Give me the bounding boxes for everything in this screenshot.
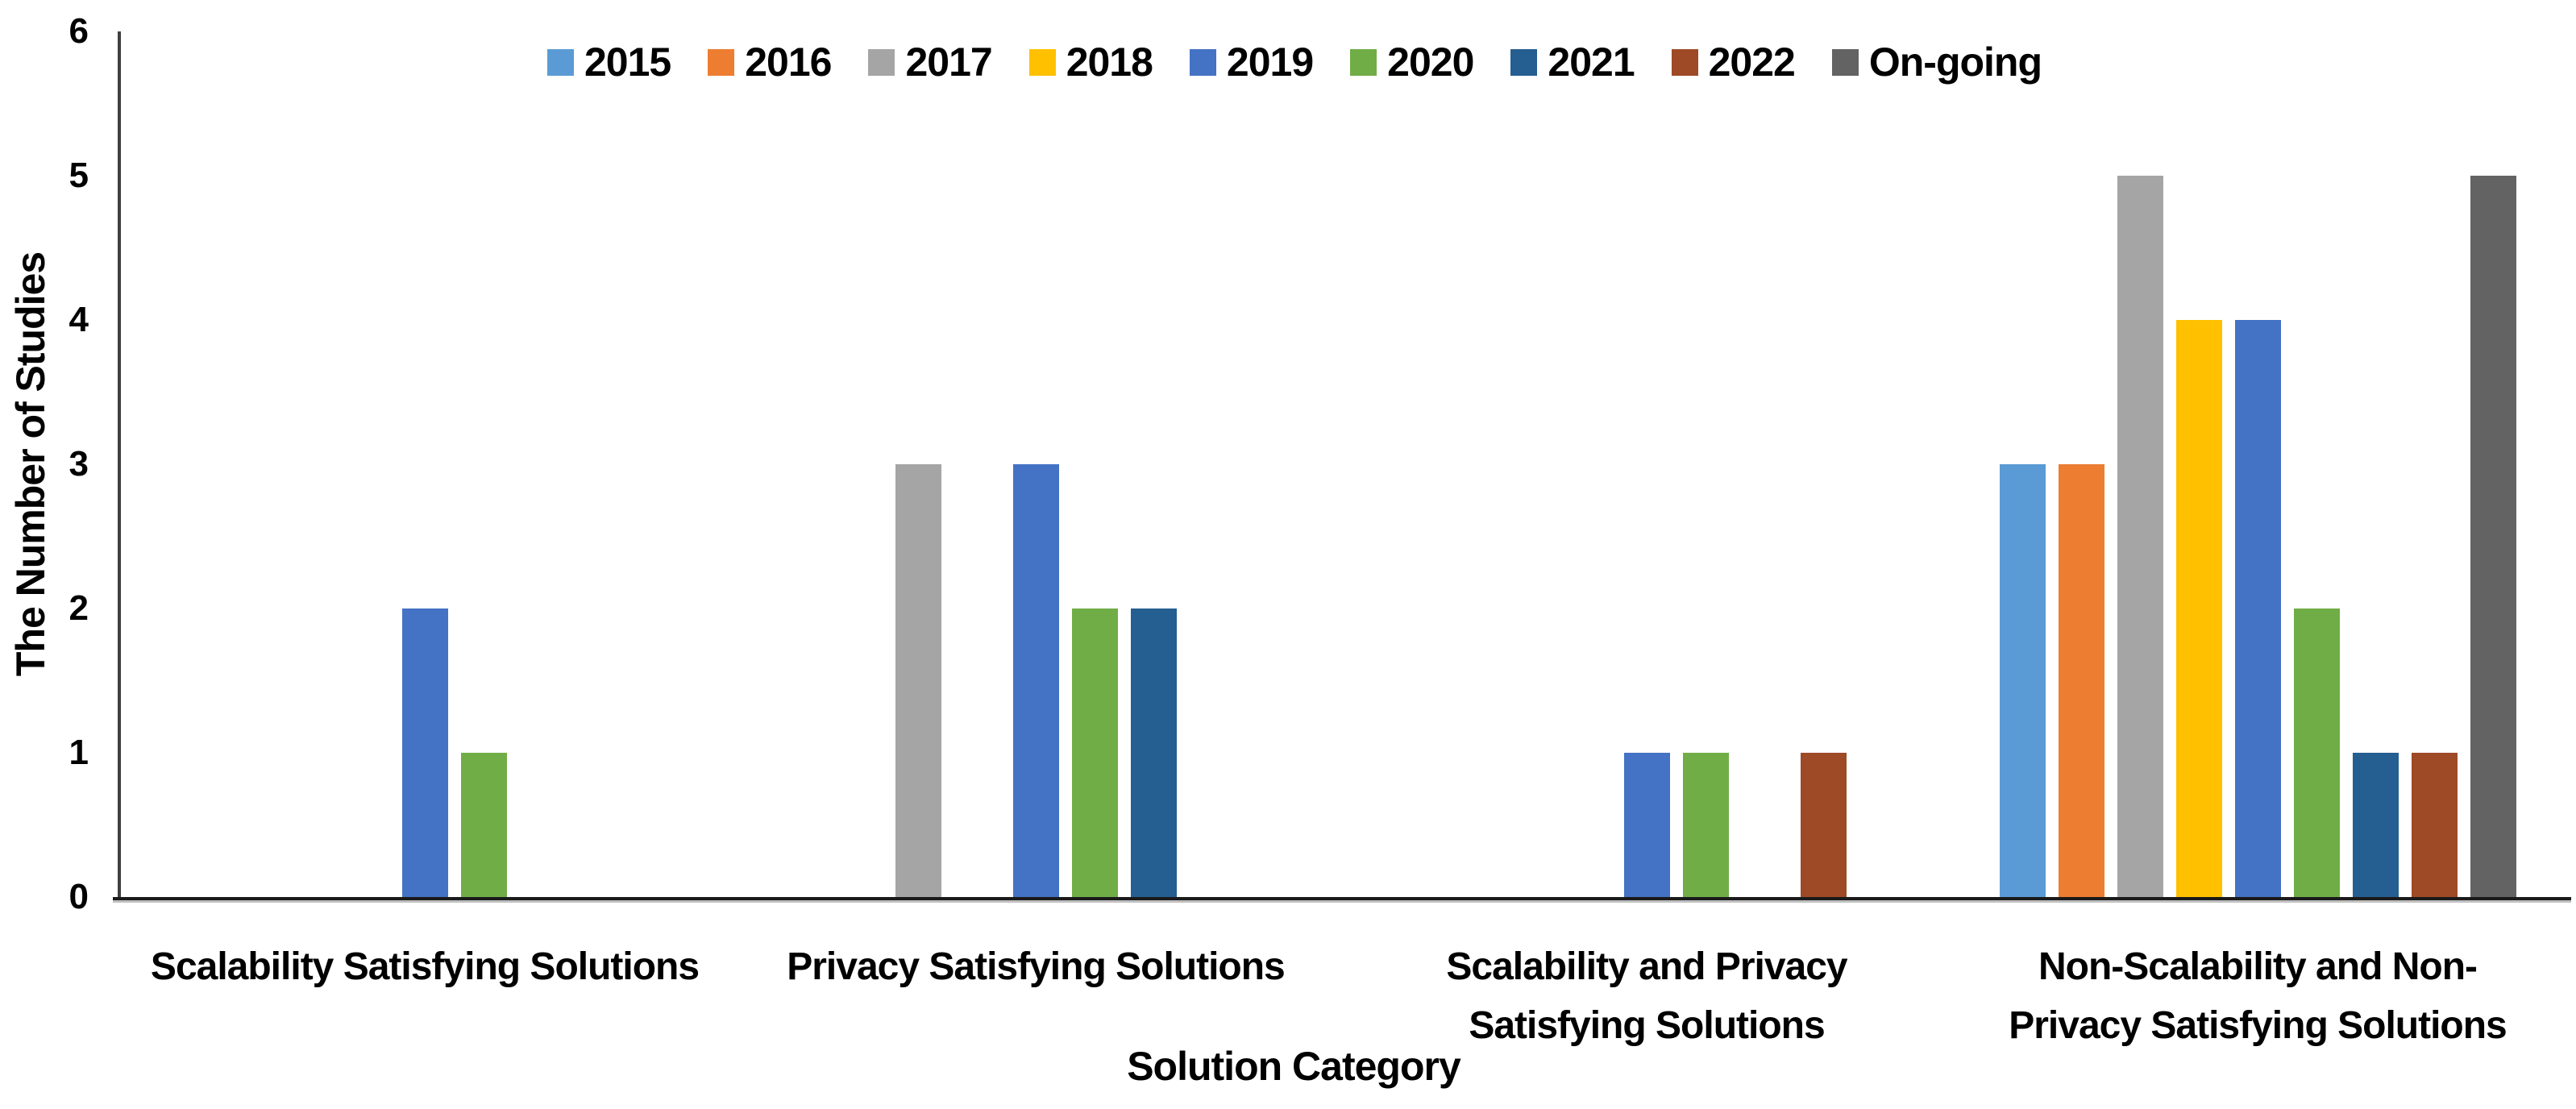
legend-label: 2020 bbox=[1387, 39, 1474, 85]
bar-2016-category-4 bbox=[2058, 464, 2104, 897]
legend-item-On-going: On-going bbox=[1831, 39, 2042, 85]
legend-item-2018: 2018 bbox=[1028, 39, 1153, 85]
bar-2017-category-2 bbox=[895, 464, 941, 897]
bar-2019-category-4 bbox=[2234, 320, 2281, 897]
legend-swatch-icon bbox=[546, 48, 574, 76]
legend-swatch-icon bbox=[1831, 48, 1859, 76]
legend-label: 2022 bbox=[1708, 39, 1796, 85]
bar-2021-category-4 bbox=[2352, 753, 2399, 897]
legend-label: 2016 bbox=[745, 39, 832, 85]
y-axis-line bbox=[118, 31, 121, 900]
category-label-1: Scalability Satisfying Solutions bbox=[150, 945, 700, 988]
bar-2020-category-2 bbox=[1071, 608, 1118, 897]
legend-label: 2018 bbox=[1066, 39, 1153, 85]
bar-2020-category-3 bbox=[1682, 753, 1729, 897]
bar-2015-category-4 bbox=[1999, 464, 2046, 897]
bar-2020-category-1 bbox=[460, 753, 507, 897]
category-label-3: Scalability and Privacy Satisfying Solut… bbox=[1446, 945, 1847, 1047]
legend-label: 2017 bbox=[905, 39, 992, 85]
y-tick-label-0: 0 bbox=[69, 877, 89, 916]
bar-2017-category-4 bbox=[2117, 176, 2163, 897]
legend-label: 2019 bbox=[1226, 39, 1314, 85]
legend-item-2016: 2016 bbox=[708, 39, 832, 85]
bar-2019-category-1 bbox=[401, 608, 448, 897]
legend-item-2019: 2019 bbox=[1189, 39, 1314, 85]
legend-item-2020: 2020 bbox=[1350, 39, 1474, 85]
bar-2022-category-3 bbox=[1800, 753, 1847, 897]
legend-label: 2015 bbox=[584, 39, 671, 85]
x-axis-title: Solution Category bbox=[1127, 1044, 1461, 1089]
category-label-2: Privacy Satisfying Solutions bbox=[787, 945, 1286, 988]
bar-2019-category-3 bbox=[1623, 753, 1670, 897]
bar-2020-category-4 bbox=[2293, 608, 2340, 897]
y-tick-label-1: 1 bbox=[69, 733, 89, 772]
legend-item-2015: 2015 bbox=[546, 39, 671, 85]
legend-item-2021: 2021 bbox=[1510, 39, 1635, 85]
legend-label: On-going bbox=[1868, 39, 2042, 85]
legend-item-2017: 2017 bbox=[868, 39, 993, 85]
x-axis-shadow-line bbox=[113, 900, 2571, 903]
legend-swatch-icon bbox=[1028, 48, 1056, 76]
legend-swatch-icon bbox=[1671, 48, 1698, 76]
y-tick-label-4: 4 bbox=[69, 300, 89, 339]
legend-swatch-icon bbox=[1510, 48, 1538, 76]
category-label-4: Non-Scalability and Non- Privacy Satisfy… bbox=[2009, 945, 2507, 1047]
legend-label: 2021 bbox=[1548, 39, 1635, 85]
legend-swatch-icon bbox=[1189, 48, 1216, 76]
bar-2019-category-2 bbox=[1012, 464, 1059, 897]
legend-item-2022: 2022 bbox=[1671, 39, 1796, 85]
legend-swatch-icon bbox=[1350, 48, 1377, 76]
y-tick-label-2: 2 bbox=[69, 588, 89, 628]
bar-2018-category-4 bbox=[2175, 320, 2222, 897]
y-tick-label-3: 3 bbox=[69, 444, 89, 484]
bar-2022-category-4 bbox=[2411, 753, 2458, 897]
legend-swatch-icon bbox=[868, 48, 895, 76]
legend-swatch-icon bbox=[708, 48, 735, 76]
legend: 2015 2016 2017 2018 2019 2020 2021 2022 On-going bbox=[13, 39, 2576, 85]
bar-On-going-category-4 bbox=[2470, 176, 2516, 897]
y-tick-label-6: 6 bbox=[69, 11, 89, 51]
y-tick-label-5: 5 bbox=[69, 156, 89, 195]
x-axis-line bbox=[113, 897, 2571, 900]
bar-2021-category-2 bbox=[1130, 608, 1177, 897]
y-axis-title: The Number of Studies bbox=[8, 251, 53, 677]
